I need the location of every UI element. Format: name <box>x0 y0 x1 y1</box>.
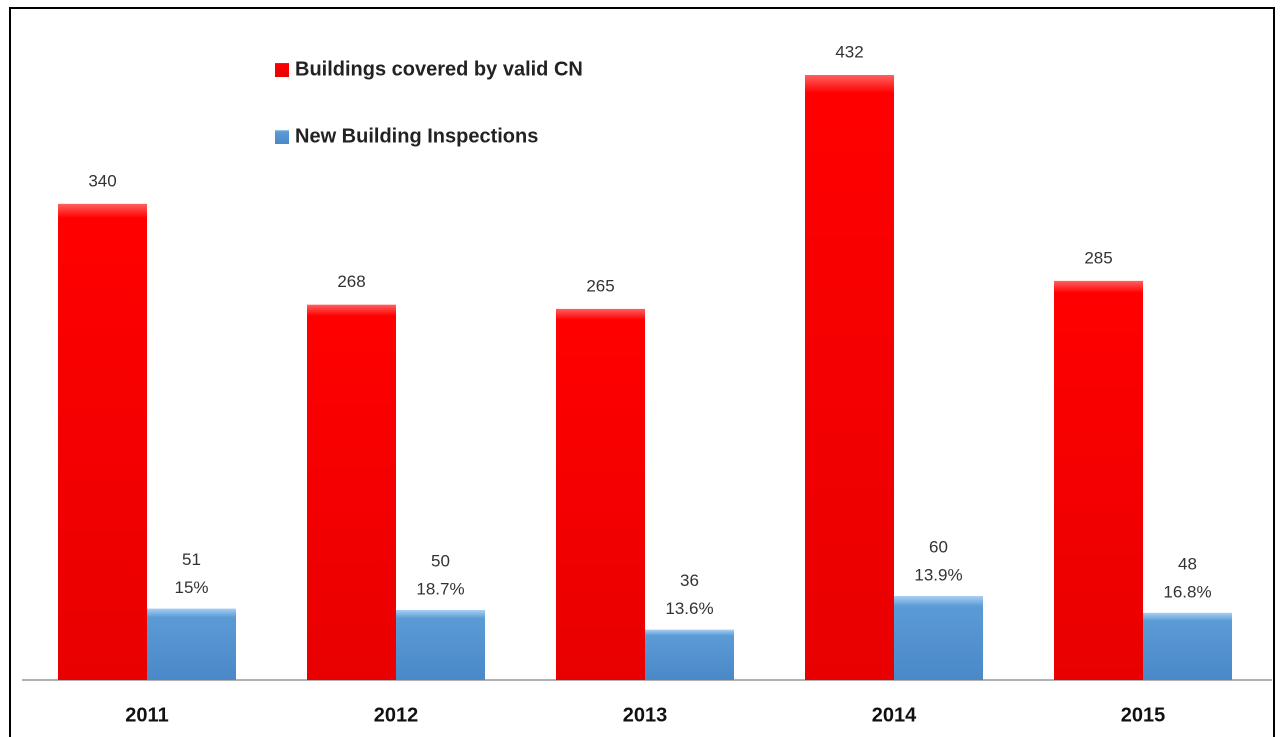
bar <box>307 304 396 680</box>
bar <box>556 308 645 680</box>
percent-label: 18.7% <box>416 579 464 598</box>
bar <box>645 629 734 680</box>
legend-label: Buildings covered by valid CN <box>295 58 583 80</box>
x-tick-label: 2015 <box>1121 704 1166 726</box>
frame <box>9 7 1275 737</box>
bar <box>1143 612 1232 680</box>
x-tick-label: 2011 <box>125 704 168 726</box>
bar <box>894 595 983 680</box>
value-label: 285 <box>1084 248 1112 267</box>
value-label: 48 <box>1178 554 1197 573</box>
legend-swatch <box>275 130 289 144</box>
x-tick-label: 2014 <box>872 704 917 726</box>
bar <box>396 609 485 680</box>
value-label: 51 <box>182 550 201 569</box>
legend-label: New Building Inspections <box>295 125 538 147</box>
value-label: 36 <box>680 571 699 590</box>
value-label: 50 <box>431 551 450 570</box>
value-label: 265 <box>586 276 614 295</box>
x-tick-label: 2013 <box>623 704 668 726</box>
value-label: 268 <box>337 272 365 291</box>
bar <box>805 75 894 680</box>
percent-label: 16.8% <box>1163 582 1211 601</box>
bar <box>58 203 147 680</box>
x-tick-label: 2012 <box>374 704 419 726</box>
percent-label: 13.9% <box>914 565 962 584</box>
value-label: 340 <box>88 171 116 190</box>
value-label: 60 <box>929 537 948 556</box>
value-label: 432 <box>835 42 863 61</box>
bar <box>1054 280 1143 680</box>
legend-swatch <box>275 63 289 77</box>
percent-label: 13.6% <box>665 599 713 618</box>
percent-label: 15% <box>174 578 208 597</box>
bar <box>147 608 236 680</box>
